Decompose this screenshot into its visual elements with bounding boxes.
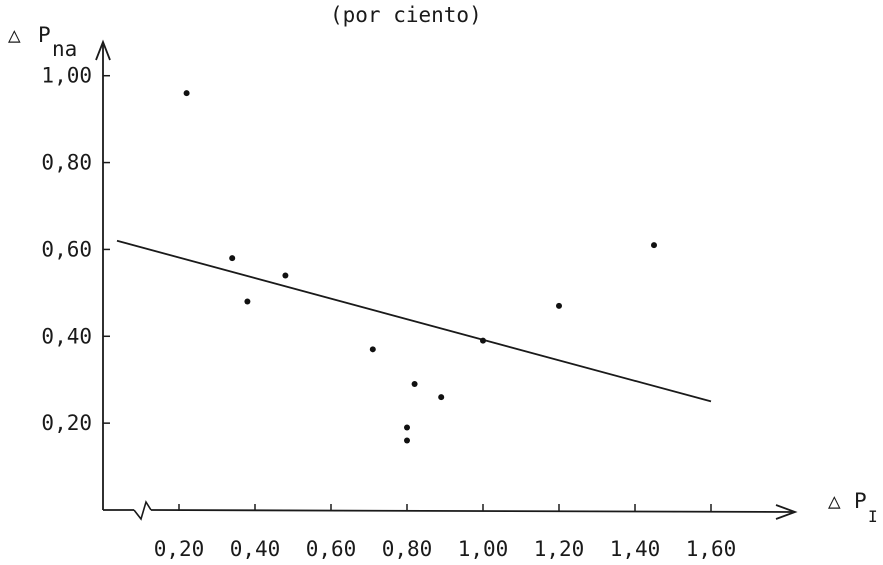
data-point	[480, 337, 486, 344]
data-point	[404, 437, 410, 444]
x-axis	[150, 509, 793, 513]
x-tick-label: 1,00	[458, 537, 509, 561]
x-axis-label: △ P I	[828, 489, 878, 526]
data-point	[183, 90, 190, 97]
x-tick-label: 0,40	[230, 537, 281, 561]
x-tick-label: 1,40	[610, 537, 661, 561]
data-point	[229, 255, 236, 262]
chart-title: (por ciento)	[330, 3, 482, 27]
x-tick-label: 0,20	[154, 537, 205, 561]
x-axis-label-sub: I	[868, 507, 878, 526]
x-tick-label: 0,80	[382, 537, 433, 561]
regression-line-group	[116, 239, 712, 403]
data-point	[369, 346, 376, 353]
y-axis-arrowhead	[95, 39, 111, 61]
x-ticks: 0,20 0,40 0,60 0,80 1,00 1,20 1,40 1,60	[154, 504, 737, 561]
x-axis-arrowhead	[775, 504, 798, 520]
y-ticks: 0,20 0,40 0,60 0,80 1,00	[41, 64, 110, 435]
data-point	[282, 272, 289, 279]
y-tick-label: 0,20	[41, 411, 92, 435]
x-axis-label-base: P	[854, 489, 867, 513]
regression-line	[116, 239, 712, 403]
y-tick-label: 1,00	[41, 64, 92, 88]
data-point	[651, 242, 657, 249]
data-points	[183, 90, 657, 444]
y-axis-label: △ P na	[8, 23, 77, 61]
axis-break-marker	[133, 500, 152, 521]
data-point	[411, 381, 418, 388]
x-tick-label: 0,60	[306, 537, 357, 561]
data-point	[556, 302, 562, 309]
x-tick-label: 1,20	[534, 537, 585, 561]
y-axis-label-sub: na	[52, 37, 77, 61]
x-axis-label-symbol: △	[828, 489, 841, 513]
x-tick-label: 1,60	[686, 537, 737, 561]
y-tick-label: 0,80	[41, 151, 92, 175]
y-tick-label: 0,60	[41, 237, 92, 261]
y-tick-label: 0,40	[41, 324, 92, 348]
data-point	[438, 394, 445, 401]
data-point	[244, 298, 251, 305]
y-axis-label-symbol: △	[8, 23, 21, 47]
y-axis-label-base: P	[38, 23, 51, 47]
data-point	[404, 424, 410, 431]
